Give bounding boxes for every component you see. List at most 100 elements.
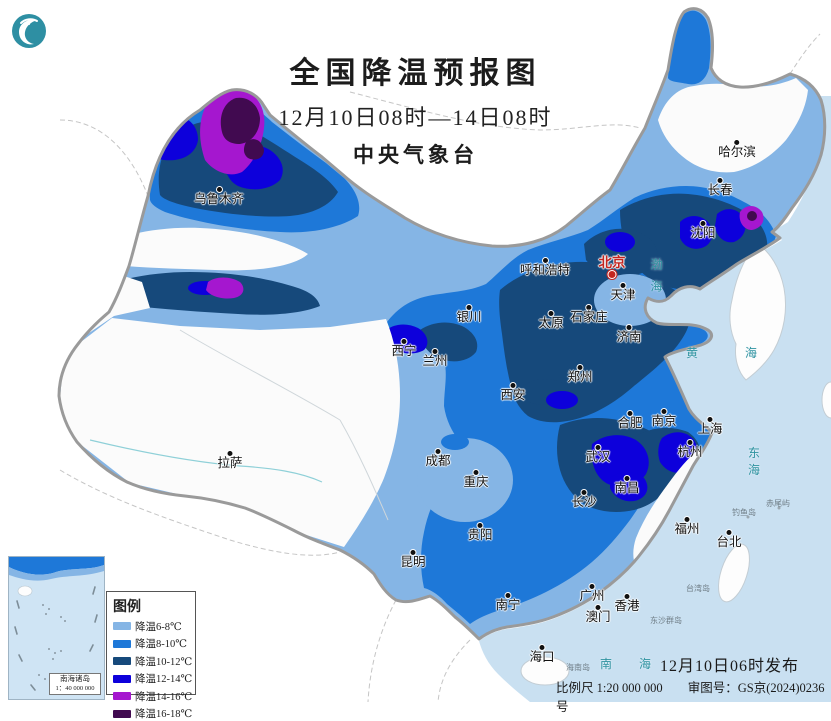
city-wuhan: 武汉	[585, 444, 611, 464]
city-jinan: 济南	[616, 324, 642, 344]
legend-swatch	[113, 657, 131, 665]
legend-label: 降温6-8℃	[135, 621, 182, 633]
china-cooling-map	[57, 7, 831, 702]
city-dot	[509, 382, 517, 389]
legend-swatch	[113, 622, 131, 630]
city-label: 长春	[707, 183, 733, 197]
city-label: 澳门	[585, 610, 611, 624]
city-label: 合肥	[617, 416, 643, 430]
legend-row: 降温16-18℃	[113, 706, 193, 721]
city-dot	[580, 489, 588, 496]
dragon-swirl-icon	[19, 19, 37, 45]
city-label: 太原	[538, 316, 564, 330]
city-hefei: 合肥	[617, 410, 643, 430]
city-dot	[733, 139, 741, 146]
city-chengdu: 成都	[425, 448, 451, 468]
city-label: 北京	[598, 255, 626, 270]
city-dot	[706, 416, 714, 423]
sea-label-donghai: 东 海	[748, 446, 781, 477]
city-dot	[585, 304, 593, 311]
city-label: 福州	[674, 522, 700, 536]
city-label: 西宁	[391, 344, 417, 358]
city-haerbin: 哈尔滨	[718, 139, 756, 159]
city-label: 成都	[425, 454, 451, 468]
city-label: 拉萨	[217, 456, 243, 470]
city-label: 昆明	[400, 555, 426, 569]
city-label: 南宁	[495, 598, 521, 612]
city-dot	[215, 186, 223, 193]
map-scale-line: 比例尺 1:20 000 000 审图号：GS京(2024)0236号	[556, 677, 831, 715]
city-dot	[226, 450, 234, 457]
inset-label-box: 南海诸岛 1：40 000 000	[49, 673, 101, 695]
city-taibei: 台北	[716, 529, 742, 549]
city-huhehaote: 呼和浩特	[520, 257, 570, 277]
city-shijiazhuang: 石家庄	[570, 304, 608, 324]
city-guiyang: 贵阳	[467, 522, 493, 542]
city-label: 郑州	[567, 370, 593, 384]
city-dot	[465, 304, 473, 311]
island-label-hainan: 海南岛	[566, 663, 590, 672]
city-taiyuan: 太原	[538, 310, 564, 330]
legend-row: 降温14-16℃	[113, 689, 192, 704]
city-label: 上海	[697, 422, 723, 436]
sea-label-huanghai: 黄 海	[686, 346, 780, 360]
city-dot	[472, 469, 480, 476]
city-label: 乌鲁木齐	[193, 192, 245, 206]
weather-map-page: 全国降温预报图 12月10日08时—14日08时 中央气象台 北京 乌鲁木齐 哈…	[8, 7, 831, 720]
legend-label: 降温8-10℃	[135, 639, 187, 650]
city-lanzhou: 兰州	[422, 348, 448, 368]
city-dot	[686, 439, 694, 446]
scale-text: 比例尺 1:20 000 000	[556, 681, 663, 695]
legend-title: 图例	[113, 600, 141, 615]
city-label: 济南	[616, 330, 642, 344]
city-shanghai: 上海	[697, 416, 723, 436]
city-label: 天津	[610, 288, 636, 302]
city-shenyang: 沈阳	[690, 220, 716, 240]
city-changsha: 长沙	[571, 489, 597, 509]
capital-dot	[607, 270, 617, 280]
city-label: 重庆	[463, 475, 489, 489]
cma-logo	[12, 14, 46, 48]
island-label-taiwan: 台湾岛	[686, 584, 710, 593]
city-dot	[476, 522, 484, 529]
city-hangzhou: 杭州	[677, 439, 703, 459]
city-dot	[716, 177, 724, 184]
city-label: 贵阳	[467, 528, 493, 542]
city-zhengzhou: 郑州	[567, 364, 593, 384]
city-dot	[538, 644, 546, 651]
city-dot	[594, 604, 602, 611]
legend-label: 降温16-18℃	[135, 709, 193, 720]
legend-label: 降温10-12℃	[135, 656, 193, 668]
city-dot	[431, 348, 439, 355]
city-dot	[594, 444, 602, 451]
legend-label: 降温12-14℃	[135, 674, 193, 685]
legend-swatch	[113, 709, 131, 718]
city-label: 兰州	[422, 354, 448, 368]
city-dot	[683, 516, 691, 523]
city-dot	[625, 324, 633, 331]
city-xianggang: 香港	[614, 593, 640, 613]
city-fuzhou: 福州	[674, 516, 700, 536]
city-xian: 西安	[500, 382, 526, 402]
release-time: 12月10日06时发布	[660, 658, 800, 675]
city-nanjing: 南京	[651, 408, 677, 428]
city-dot	[623, 593, 631, 600]
sea-label-nanhai: 南 海	[600, 657, 664, 671]
city-label: 长沙	[571, 495, 597, 509]
city-label: 石家庄	[570, 310, 608, 324]
legend-swatch	[113, 692, 131, 700]
city-label: 呼和浩特	[519, 263, 571, 277]
legend-row: 降温12-14℃	[113, 671, 193, 686]
city-beijing: 北京	[598, 255, 626, 280]
legend-row: 降温10-12℃	[113, 654, 193, 669]
city-wulumuqi: 乌鲁木齐	[194, 186, 244, 206]
island-label-chiwei: 赤尾屿	[766, 499, 790, 508]
foreign-land	[520, 242, 831, 686]
south-china-sea-inset: 南海诸岛 1：40 000 000	[8, 556, 105, 700]
legend-swatch	[113, 674, 131, 683]
island-label-diaoyu: 钓鱼岛	[732, 508, 756, 517]
city-haikou: 海口	[529, 644, 555, 664]
city-lasa: 拉萨	[217, 450, 243, 470]
island-label-dongsha: 东沙群岛	[650, 616, 682, 625]
city-changchun: 长春	[707, 177, 733, 197]
